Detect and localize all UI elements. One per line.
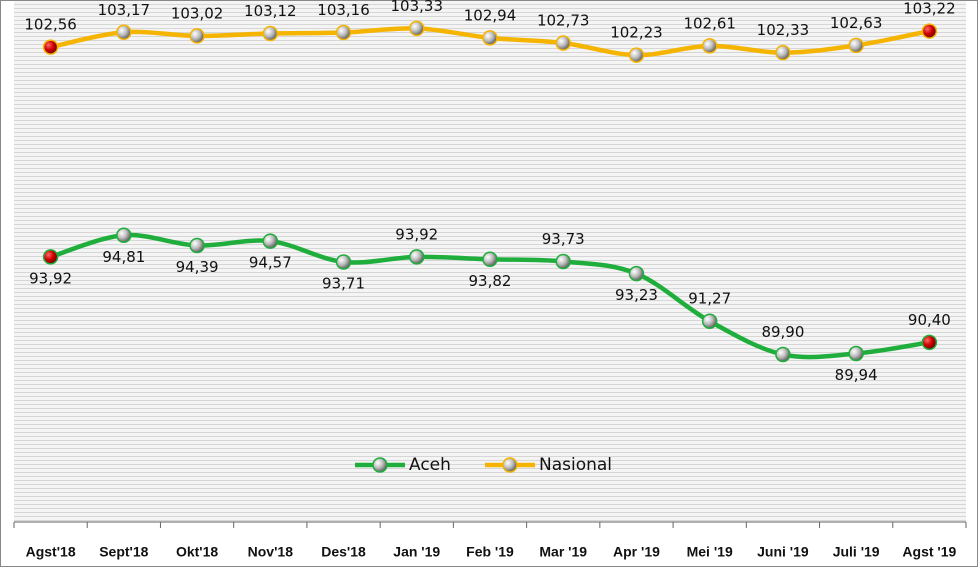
value-label: 91,27 bbox=[688, 290, 731, 308]
value-label: 102,56 bbox=[24, 16, 77, 34]
x-tick-label: Sept'18 bbox=[99, 544, 148, 560]
point-marker bbox=[189, 237, 205, 254]
x-tick-label: Nov'18 bbox=[248, 544, 294, 560]
value-label: 89,90 bbox=[761, 323, 804, 341]
x-tick-label: Agst '19 bbox=[902, 544, 956, 560]
point-marker bbox=[482, 30, 498, 46]
value-label: 103,02 bbox=[171, 4, 224, 22]
point-marker bbox=[116, 24, 132, 41]
legend-label: Aceh bbox=[409, 455, 451, 475]
value-label: 94,39 bbox=[176, 258, 219, 276]
value-label: 102,73 bbox=[537, 11, 590, 29]
point-marker bbox=[262, 25, 279, 42]
x-tick-label: Okt'18 bbox=[176, 544, 218, 560]
point-marker bbox=[42, 39, 59, 55]
point-marker bbox=[116, 227, 132, 244]
point-marker bbox=[848, 345, 864, 362]
point-marker bbox=[409, 20, 425, 37]
point-marker bbox=[262, 233, 279, 249]
value-label: 89,94 bbox=[835, 366, 878, 384]
x-tick-label: Mei '19 bbox=[687, 544, 733, 560]
point-marker bbox=[335, 254, 352, 270]
point-marker bbox=[775, 44, 791, 61]
value-label: 102,63 bbox=[830, 14, 883, 32]
value-label: 93,73 bbox=[542, 230, 585, 248]
x-tick-label: Mar '19 bbox=[539, 544, 587, 560]
value-label: 93,82 bbox=[469, 272, 512, 290]
point-marker bbox=[409, 249, 425, 265]
value-label: 94,57 bbox=[249, 254, 292, 272]
point-marker bbox=[628, 265, 645, 282]
legend-marker bbox=[502, 457, 518, 473]
value-label: 103,16 bbox=[317, 1, 370, 19]
point-marker bbox=[628, 47, 645, 63]
point-marker bbox=[921, 334, 938, 351]
x-tick-label: Agst'18 bbox=[26, 544, 76, 560]
point-marker bbox=[701, 313, 718, 329]
value-label: 93,71 bbox=[322, 274, 365, 292]
value-label: 103,12 bbox=[244, 2, 297, 20]
point-marker bbox=[555, 35, 571, 51]
x-tick-label: Des'18 bbox=[321, 544, 366, 560]
point-marker bbox=[701, 38, 718, 54]
point-marker bbox=[848, 37, 864, 54]
value-label: 102,61 bbox=[683, 14, 736, 32]
point-marker bbox=[775, 346, 791, 363]
value-label: 102,23 bbox=[610, 24, 663, 42]
point-marker bbox=[555, 253, 571, 270]
legend-marker bbox=[372, 457, 388, 473]
value-label: 93,92 bbox=[395, 225, 438, 243]
value-label: 94,81 bbox=[102, 248, 145, 266]
x-tick-label: Juli '19 bbox=[833, 544, 880, 560]
value-label: 103,17 bbox=[98, 1, 151, 19]
x-tick-label: Apr '19 bbox=[613, 544, 660, 560]
value-label: 93,23 bbox=[615, 286, 658, 304]
point-marker bbox=[189, 28, 205, 44]
value-label: 102,94 bbox=[464, 6, 517, 24]
value-label: 103,22 bbox=[903, 0, 956, 18]
point-marker bbox=[42, 249, 59, 265]
value-label: 90,40 bbox=[908, 311, 951, 329]
point-marker bbox=[335, 24, 352, 41]
value-label: 103,33 bbox=[391, 0, 444, 15]
x-tick-label: Feb '19 bbox=[466, 544, 514, 560]
x-tick-label: Jan '19 bbox=[393, 544, 440, 560]
legend-label: Nasional bbox=[539, 455, 612, 475]
point-marker bbox=[921, 23, 938, 39]
x-tick-label: Juni '19 bbox=[757, 544, 809, 560]
value-label: 102,33 bbox=[757, 21, 810, 39]
value-label: 93,92 bbox=[29, 269, 72, 287]
point-marker bbox=[482, 251, 498, 268]
